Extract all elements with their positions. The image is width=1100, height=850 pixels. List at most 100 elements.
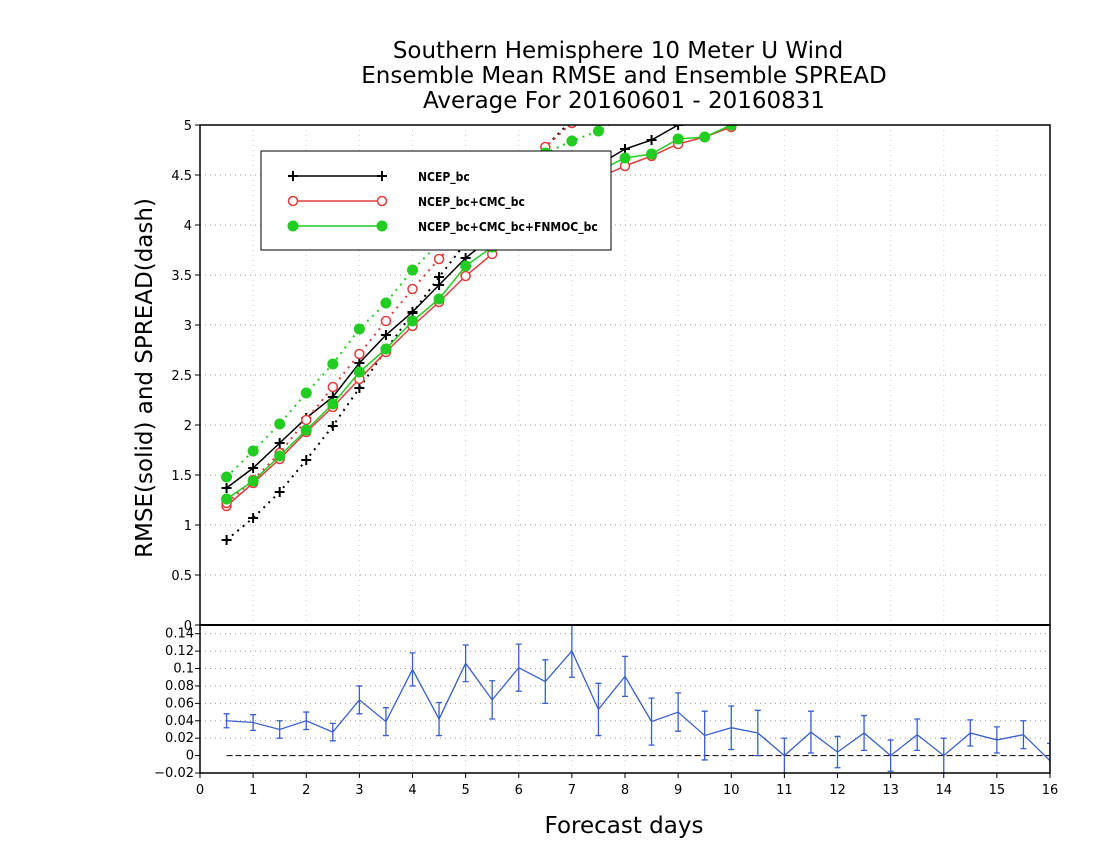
y-tick-label: 0.02 bbox=[165, 731, 194, 746]
error-bar bbox=[595, 682, 602, 737]
data-point bbox=[380, 330, 391, 340]
error-bar bbox=[781, 737, 788, 773]
rmse-spread-series bbox=[221, 115, 737, 545]
error-bar bbox=[1020, 720, 1027, 750]
error-bar bbox=[914, 718, 921, 752]
error-bar bbox=[728, 705, 735, 751]
bottom-panel-grid bbox=[200, 625, 1050, 774]
top-panel-grid bbox=[200, 125, 1050, 625]
data-point bbox=[460, 270, 471, 282]
y-tick-label: 0.08 bbox=[165, 679, 194, 694]
difference-series bbox=[223, 625, 1050, 773]
x-tick-label: 9 bbox=[674, 783, 682, 798]
data-point bbox=[620, 144, 630, 154]
y-tick-label: 0.1 bbox=[173, 662, 194, 677]
y-tick-label: 0.04 bbox=[165, 714, 194, 729]
data-point bbox=[433, 253, 445, 265]
x-tick-label: 7 bbox=[568, 783, 576, 798]
error-bar bbox=[568, 625, 575, 678]
legend-marker bbox=[376, 220, 388, 232]
x-tick-label: 12 bbox=[829, 783, 846, 798]
data-point bbox=[248, 463, 259, 473]
error-bar bbox=[675, 692, 682, 732]
data-point bbox=[327, 398, 339, 410]
y-tick-label: 0.5 bbox=[171, 569, 192, 584]
data-point bbox=[327, 381, 339, 393]
data-point bbox=[407, 283, 418, 295]
data-point bbox=[592, 125, 604, 137]
data-point bbox=[380, 315, 392, 327]
data-point bbox=[353, 323, 365, 335]
x-tick-label: 4 bbox=[408, 783, 416, 798]
series-line bbox=[225, 125, 572, 504]
error-bar bbox=[542, 659, 549, 705]
data-point bbox=[274, 438, 285, 448]
data-point bbox=[567, 115, 577, 125]
legend-marker bbox=[376, 195, 388, 207]
error-bar bbox=[250, 714, 257, 731]
error-bar bbox=[462, 644, 469, 683]
data-point bbox=[619, 152, 631, 164]
error-bar bbox=[329, 722, 336, 742]
legend-label: NCEP_bc+CMC_bc bbox=[418, 195, 525, 210]
data-point bbox=[407, 315, 418, 327]
series-line bbox=[225, 125, 569, 541]
y-tick-label: 2.5 bbox=[171, 369, 192, 384]
x-tick-label: 1 bbox=[249, 783, 257, 798]
x-tick-label: 10 bbox=[723, 783, 740, 798]
legend-label: NCEP_bc bbox=[418, 170, 470, 185]
data-point bbox=[354, 358, 365, 368]
y-tick-label: 1 bbox=[184, 519, 192, 534]
data-point bbox=[327, 421, 338, 431]
error-bar bbox=[436, 701, 443, 737]
data-point bbox=[300, 424, 312, 436]
data-point bbox=[354, 383, 365, 393]
data-point bbox=[380, 297, 392, 309]
y-tick-label: 0.06 bbox=[165, 696, 194, 711]
data-point bbox=[434, 272, 445, 282]
error-bar bbox=[515, 643, 522, 692]
chart-title: Southern Hemisphere 10 Meter U Wind bbox=[393, 38, 843, 64]
data-point bbox=[274, 487, 285, 497]
y-tick-label: 0 bbox=[184, 619, 192, 634]
data-point bbox=[247, 445, 259, 457]
error-bar bbox=[648, 697, 655, 746]
y-tick-label: 0.12 bbox=[165, 644, 194, 659]
data-point bbox=[301, 455, 312, 465]
x-tick-label: 15 bbox=[989, 783, 1006, 798]
error-bar bbox=[887, 739, 894, 772]
data-point bbox=[300, 387, 312, 399]
error-bar bbox=[489, 680, 496, 720]
data-point bbox=[353, 366, 365, 378]
y-tick-label: 4 bbox=[184, 219, 192, 234]
chart-subtitle-period: Average For 20160601 - 20160831 bbox=[423, 88, 825, 114]
y-tick-label: 3 bbox=[184, 319, 192, 334]
error-bar bbox=[701, 710, 708, 761]
legend-marker bbox=[288, 171, 298, 181]
data-point bbox=[460, 260, 472, 272]
top-panel-y-ticks: 0 0.5 1 1.5 2 2.5 3 3.5 4 4.5 5 bbox=[171, 119, 200, 634]
y-tick-label: 1.5 bbox=[171, 469, 192, 484]
data-point bbox=[221, 493, 233, 505]
data-point bbox=[248, 513, 259, 523]
x-tick-label: 8 bbox=[621, 783, 629, 798]
x-tick-label: 2 bbox=[302, 783, 310, 798]
x-tick-label: 6 bbox=[515, 783, 523, 798]
y-tick-label: 3.5 bbox=[171, 269, 192, 284]
data-point bbox=[673, 125, 684, 130]
error-bar bbox=[382, 707, 389, 737]
y-tick-label: 2 bbox=[184, 419, 192, 434]
x-tick-label: 14 bbox=[935, 783, 952, 798]
y-tick-label: 0 bbox=[186, 749, 194, 764]
legend-marker bbox=[287, 195, 299, 207]
data-point bbox=[301, 414, 312, 426]
data-point bbox=[247, 475, 259, 487]
y-tick-label: 4.5 bbox=[171, 169, 192, 184]
error-bar bbox=[276, 720, 283, 739]
x-tick-label: 11 bbox=[776, 783, 793, 798]
error-bar bbox=[409, 652, 416, 687]
data-point bbox=[221, 471, 233, 483]
error-bar bbox=[861, 714, 868, 752]
legend: NCEP_bc NCEP_bc+CMC_bc NCEP_bc+CMC_bc+FNMO… bbox=[260, 150, 612, 251]
